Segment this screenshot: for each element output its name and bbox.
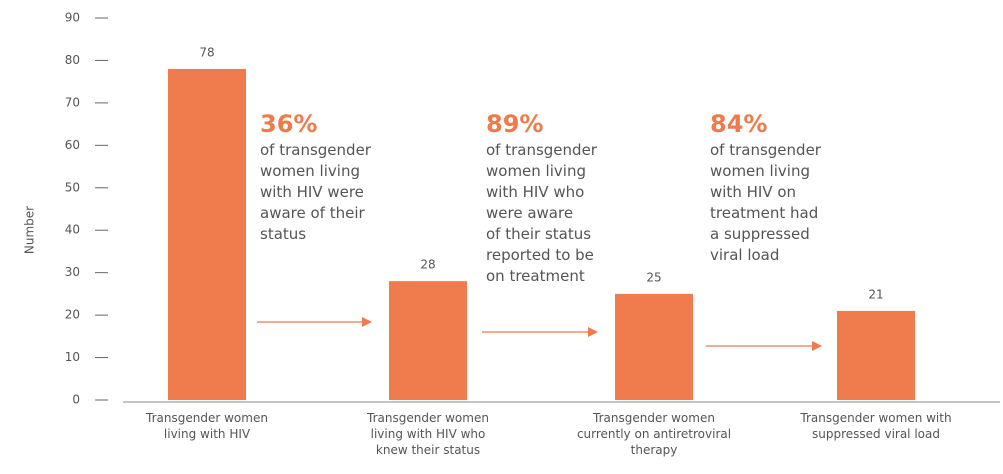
y-axis-label: Number xyxy=(23,206,37,254)
x-tick-label: Transgender women living with HIV xyxy=(146,411,268,441)
value-label: 78 xyxy=(199,45,214,59)
y-tick-label: 40 xyxy=(65,223,80,237)
value-label: 21 xyxy=(868,287,883,301)
y-tick-label: 10 xyxy=(65,350,80,364)
arrow xyxy=(706,341,822,351)
y-tick-label: 20 xyxy=(65,308,80,322)
annotation-text: of transgender women living with HIV who… xyxy=(486,141,597,285)
y-tick-label: 50 xyxy=(65,180,80,194)
x-tick-label: Transgender women living with HIV who kn… xyxy=(367,411,489,457)
annotation-percent: 36% xyxy=(260,110,318,138)
y-tick-label: 60 xyxy=(65,138,80,152)
annotation-text: of transgender women living with HIV on … xyxy=(710,141,821,264)
y-tick-label: 0 xyxy=(72,393,80,407)
value-label: 28 xyxy=(420,258,435,272)
annotation-percent: 84% xyxy=(710,110,768,138)
annotation-text: of transgender women living with HIV wer… xyxy=(260,141,371,243)
bar xyxy=(389,281,467,400)
y-tick-label: 30 xyxy=(65,265,80,279)
x-tick-label: Transgender women currently on antiretro… xyxy=(576,411,732,457)
y-tick-label: 80 xyxy=(65,53,80,67)
y-tick-label: 70 xyxy=(65,95,80,109)
bar xyxy=(168,68,246,400)
bar xyxy=(837,310,915,400)
bar xyxy=(615,293,693,400)
annotation-percent: 89% xyxy=(486,110,544,138)
x-tick-label: Transgender women with suppressed viral … xyxy=(800,411,952,441)
value-label: 25 xyxy=(646,270,661,284)
arrow xyxy=(482,327,598,337)
arrow xyxy=(257,317,372,327)
y-tick-label: 90 xyxy=(65,11,80,25)
